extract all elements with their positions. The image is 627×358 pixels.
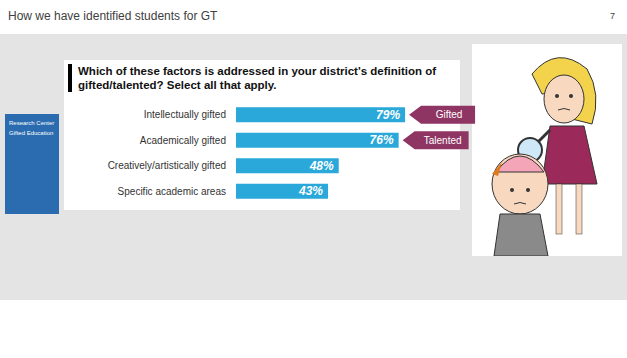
- svg-text:Specific academic areas: Specific academic areas: [118, 186, 226, 197]
- html-text:How we have identified student: How we have identified students for GT: [8, 9, 218, 23]
- svg-text:Talented: Talented: [424, 135, 462, 146]
- html-text:Gifted Education: Gifted Education: [9, 130, 54, 136]
- svg-text:79%: 79%: [376, 108, 400, 122]
- html-text:Research Center: Research Center: [9, 120, 55, 126]
- html-text:Which of these factors is addr: Which of these factors is addressed in y…: [78, 65, 436, 91]
- svg-text:Creatively/artistically gifted: Creatively/artistically gifted: [108, 160, 226, 171]
- html-text:7: 7: [610, 11, 615, 21]
- svg-text:43%: 43%: [298, 184, 323, 198]
- svg-text:Gifted: Gifted: [436, 109, 463, 120]
- svg-text:48%: 48%: [309, 159, 334, 173]
- svg-text:Academically gifted: Academically gifted: [140, 135, 226, 146]
- svg-text:Intellectually gifted: Intellectually gifted: [144, 109, 226, 120]
- svg-text:76%: 76%: [370, 133, 394, 147]
